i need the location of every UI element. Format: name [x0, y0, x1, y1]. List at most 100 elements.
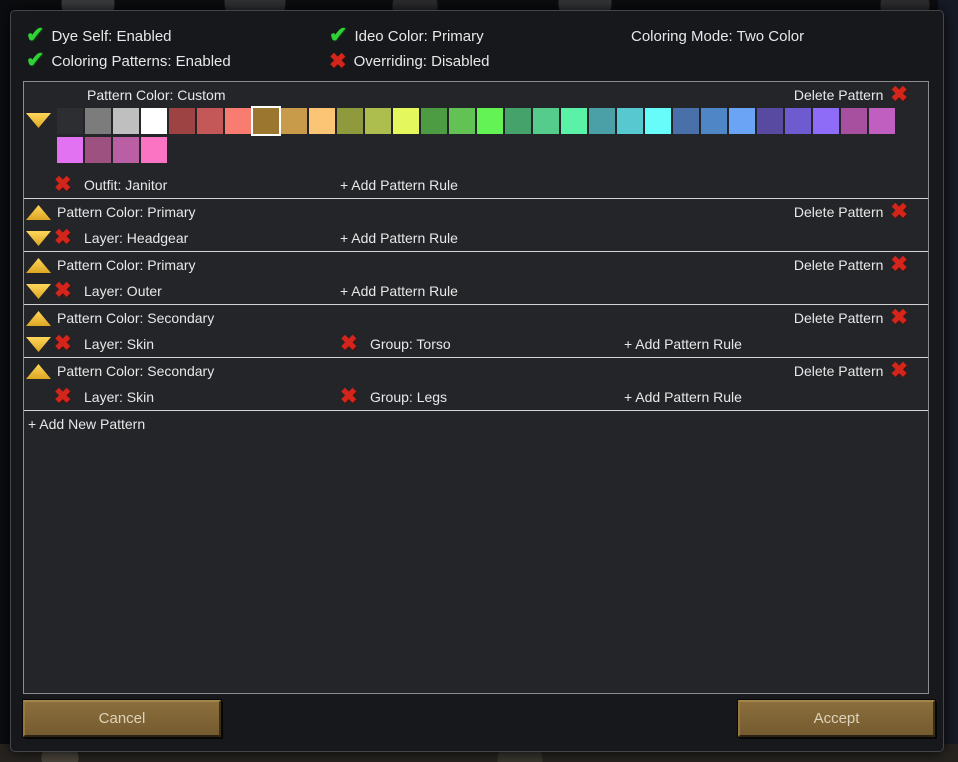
color-swatch[interactable]: [561, 108, 587, 134]
pattern-block: Pattern Color: Secondary Delete Pattern …: [24, 358, 928, 411]
color-swatch[interactable]: [57, 137, 83, 163]
color-swatch[interactable]: [533, 108, 559, 134]
remove-rule-icon[interactable]: ✖: [54, 226, 72, 249]
delete-pattern-label[interactable]: Delete Pattern: [793, 86, 884, 103]
color-swatch[interactable]: [505, 108, 531, 134]
remove-rule-icon[interactable]: ✖: [340, 332, 358, 355]
color-swatch[interactable]: [869, 108, 895, 134]
delete-pattern-label[interactable]: Delete Pattern: [793, 256, 884, 273]
remove-rule-icon[interactable]: ✖: [340, 385, 358, 408]
color-swatch[interactable]: [477, 108, 503, 134]
move-pattern-up-icon[interactable]: [26, 311, 51, 326]
pattern-block: Pattern Color: Secondary Delete Pattern …: [24, 305, 928, 358]
add-pattern-rule-button[interactable]: + Add Pattern Rule: [340, 283, 458, 299]
cancel-button-label: Cancel: [98, 710, 146, 727]
add-new-pattern-button[interactable]: + Add New Pattern: [28, 416, 146, 432]
delete-pattern-label[interactable]: Delete Pattern: [793, 309, 884, 326]
color-swatch[interactable]: [309, 108, 335, 134]
delete-pattern-icon[interactable]: ✖: [890, 200, 908, 223]
rule-group-label[interactable]: Group: Legs: [370, 389, 448, 405]
status-dye-self-label: Dye Self: Enabled: [51, 27, 172, 45]
move-pattern-up-icon[interactable]: [26, 258, 51, 273]
color-swatch[interactable]: [645, 108, 671, 134]
color-swatch[interactable]: [85, 108, 111, 134]
delete-pattern-icon[interactable]: ✖: [890, 253, 908, 276]
move-pattern-down-icon[interactable]: [26, 231, 51, 246]
add-pattern-rule-button[interactable]: + Add Pattern Rule: [340, 230, 458, 246]
color-swatch[interactable]: [785, 108, 811, 134]
remove-rule-icon[interactable]: ✖: [54, 173, 72, 196]
pattern-header: Pattern Color: Primary Delete Pattern ✖: [24, 252, 928, 278]
pattern-color-label[interactable]: Pattern Color: Custom: [87, 87, 226, 103]
color-swatch[interactable]: [281, 108, 307, 134]
pattern-color-label[interactable]: Pattern Color: Secondary: [57, 363, 215, 379]
delete-pattern-icon[interactable]: ✖: [890, 359, 908, 382]
color-swatch[interactable]: [169, 108, 195, 134]
cancel-button[interactable]: Cancel: [23, 700, 221, 737]
accept-button[interactable]: Accept: [738, 700, 935, 737]
pattern-color-label[interactable]: Pattern Color: Primary: [57, 257, 196, 273]
pattern-header: Pattern Color: Custom Delete Pattern ✖: [24, 82, 928, 108]
pattern-block: Pattern Color: Custom Delete Pattern ✖ ✖…: [24, 82, 928, 199]
status-coloring-patterns-label: Coloring Patterns: Enabled: [51, 52, 231, 70]
status-coloring-patterns: ✔ Coloring Patterns: Enabled: [26, 49, 231, 73]
color-swatch[interactable]: [813, 108, 839, 134]
move-pattern-down-icon[interactable]: [26, 284, 51, 299]
color-swatch[interactable]: [365, 108, 391, 134]
status-ideo-color: ✔ Ideo Color: Primary: [329, 24, 484, 48]
rule-group-label[interactable]: Group: Torso: [370, 336, 451, 352]
check-icon: ✔: [26, 22, 45, 47]
color-swatch[interactable]: [617, 108, 643, 134]
pattern-color-label[interactable]: Pattern Color: Primary: [57, 204, 196, 220]
check-icon: ✔: [329, 22, 348, 47]
rule-label[interactable]: Layer: Outer: [84, 283, 162, 299]
pattern-rule-row: ✖ Outfit: Janitor + Add Pattern Rule: [24, 172, 928, 198]
color-swatch[interactable]: [701, 108, 727, 134]
color-swatch[interactable]: [421, 108, 447, 134]
color-swatch[interactable]: [113, 108, 139, 134]
color-swatch[interactable]: [57, 108, 83, 134]
delete-pattern-icon[interactable]: ✖: [890, 306, 908, 329]
add-pattern-rule-button[interactable]: + Add Pattern Rule: [624, 336, 742, 352]
color-swatch[interactable]: [673, 108, 699, 134]
color-swatch[interactable]: [757, 108, 783, 134]
color-swatch[interactable]: [393, 108, 419, 134]
delete-pattern-label[interactable]: Delete Pattern: [793, 203, 884, 220]
color-swatch[interactable]: [251, 106, 281, 136]
rule-label[interactable]: Layer: Skin: [84, 389, 155, 405]
color-swatch[interactable]: [337, 108, 363, 134]
color-swatch[interactable]: [85, 137, 111, 163]
color-swatch[interactable]: [225, 108, 251, 134]
remove-rule-icon[interactable]: ✖: [54, 332, 72, 355]
pattern-color-label[interactable]: Pattern Color: Secondary: [57, 310, 215, 326]
color-swatch[interactable]: [113, 137, 139, 163]
rule-label[interactable]: Outfit: Janitor: [84, 177, 168, 193]
rule-label[interactable]: Layer: Headgear: [84, 230, 189, 246]
status-dye-self: ✔ Dye Self: Enabled: [26, 24, 172, 48]
pattern-list-panel: Pattern Color: Custom Delete Pattern ✖ ✖…: [23, 81, 929, 694]
delete-pattern-icon[interactable]: ✖: [890, 83, 908, 106]
move-pattern-down-icon[interactable]: [26, 113, 51, 128]
add-pattern-rule-button[interactable]: + Add Pattern Rule: [624, 389, 742, 405]
pattern-header: Pattern Color: Secondary Delete Pattern …: [24, 358, 928, 384]
color-swatch[interactable]: [589, 108, 615, 134]
pattern-rule-row: ✖ Layer: Headgear + Add Pattern Rule: [24, 225, 928, 251]
delete-pattern-label[interactable]: Delete Pattern: [793, 362, 884, 379]
move-pattern-up-icon[interactable]: [26, 364, 51, 379]
color-swatch[interactable]: [449, 108, 475, 134]
color-swatch[interactable]: [841, 108, 867, 134]
color-swatch[interactable]: [141, 108, 167, 134]
status-overriding: ✖ Overriding: Disabled: [329, 49, 490, 73]
remove-rule-icon[interactable]: ✖: [54, 385, 72, 408]
color-swatch[interactable]: [729, 108, 755, 134]
move-pattern-up-icon[interactable]: [26, 205, 51, 220]
cross-icon: ✖: [329, 49, 347, 73]
pattern-rule-row: ✖ Layer: Skin ✖ Group: Torso + Add Patte…: [24, 331, 928, 357]
palette-row: [57, 137, 928, 163]
color-swatch[interactable]: [197, 108, 223, 134]
remove-rule-icon[interactable]: ✖: [54, 279, 72, 302]
color-swatch[interactable]: [141, 137, 167, 163]
move-pattern-down-icon[interactable]: [26, 337, 51, 352]
add-pattern-rule-button[interactable]: + Add Pattern Rule: [340, 177, 458, 193]
rule-label[interactable]: Layer: Skin: [84, 336, 155, 352]
